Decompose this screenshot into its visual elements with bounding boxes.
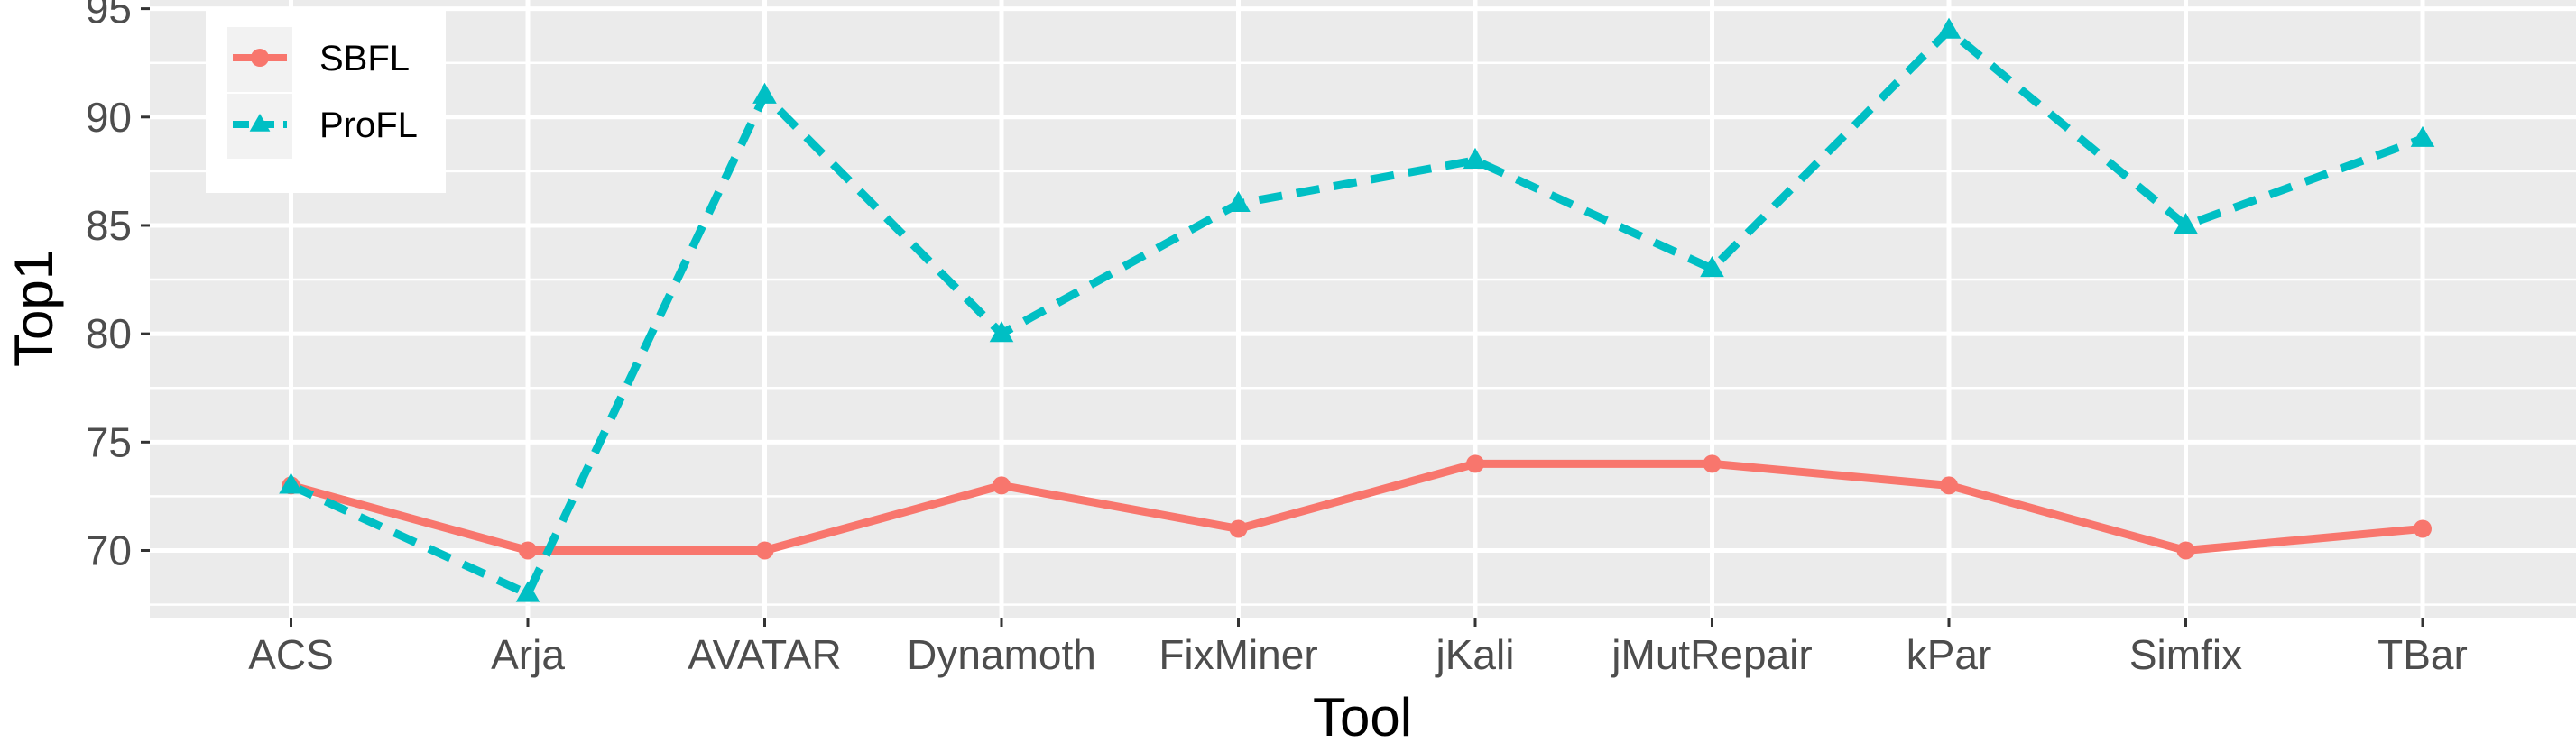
legend-marker-profl [249, 114, 271, 132]
y-axis-title: Top1 [4, 250, 64, 367]
series-line-sbfl [290, 459, 2424, 555]
legend-label-profl: ProFL [319, 105, 418, 145]
legend-label-sbfl: SBFL [319, 39, 410, 78]
data-point-sbfl [2414, 519, 2432, 538]
data-point-profl [752, 82, 777, 104]
y-tick-label: 80 [86, 310, 132, 357]
data-point-profl [1936, 17, 1962, 39]
data-point-sbfl [755, 541, 774, 560]
data-point-sbfl [993, 476, 1011, 495]
data-point-sbfl [1940, 476, 1958, 495]
axis-ticks [141, 7, 2424, 627]
data-point-profl [1226, 190, 1251, 213]
data-point-profl [279, 472, 303, 494]
data-point-profl [515, 581, 540, 602]
x-axis-title: Tool [1313, 687, 1412, 747]
data-point-profl [989, 321, 1014, 343]
x-tick-label: FixMiner [1159, 631, 1317, 678]
series-points [279, 17, 2435, 602]
x-tick-label: TBar [2377, 631, 2468, 678]
series-lines [289, 26, 2424, 599]
data-point-profl [1700, 256, 1724, 278]
x-tick-label: ACS [248, 631, 334, 678]
x-tick-label: Dynamoth [907, 631, 1096, 678]
y-tick-label: 70 [86, 527, 132, 573]
y-tick-labels: 70 75 80 85 90 95 [86, 0, 132, 573]
x-tick-label: Arja [491, 631, 565, 678]
x-tick-label: jKali [1435, 631, 1515, 678]
x-tick-label: Simfix [2129, 631, 2242, 678]
legend: SBFL ProFL [206, 9, 446, 193]
grid-major [150, 0, 2576, 618]
data-point-profl [2410, 125, 2435, 147]
data-point-sbfl [1466, 454, 1484, 473]
data-point-profl [2174, 212, 2198, 234]
x-tick-label: jMutRepair [1610, 631, 1812, 678]
grid-minor [150, 61, 2576, 606]
legend-marker-sbfl [251, 49, 269, 67]
data-point-sbfl [1229, 519, 1248, 538]
plot-panel [150, 0, 2576, 618]
data-point-profl [1463, 147, 1488, 169]
y-tick-label: 85 [86, 202, 132, 249]
y-tick-label: 95 [86, 0, 132, 32]
data-point-sbfl [1703, 454, 1722, 473]
x-tick-labels: ACS Arja AVATAR Dynamoth FixMiner jKali jMutRe… [248, 631, 2468, 678]
data-point-sbfl [2176, 541, 2195, 560]
x-tick-label: AVATAR [688, 631, 841, 678]
data-point-sbfl [519, 541, 537, 560]
y-tick-label: 75 [86, 418, 132, 465]
y-tick-label: 90 [86, 94, 132, 141]
series-line-profl [289, 26, 2424, 599]
x-tick-label: kPar [1907, 631, 1992, 678]
